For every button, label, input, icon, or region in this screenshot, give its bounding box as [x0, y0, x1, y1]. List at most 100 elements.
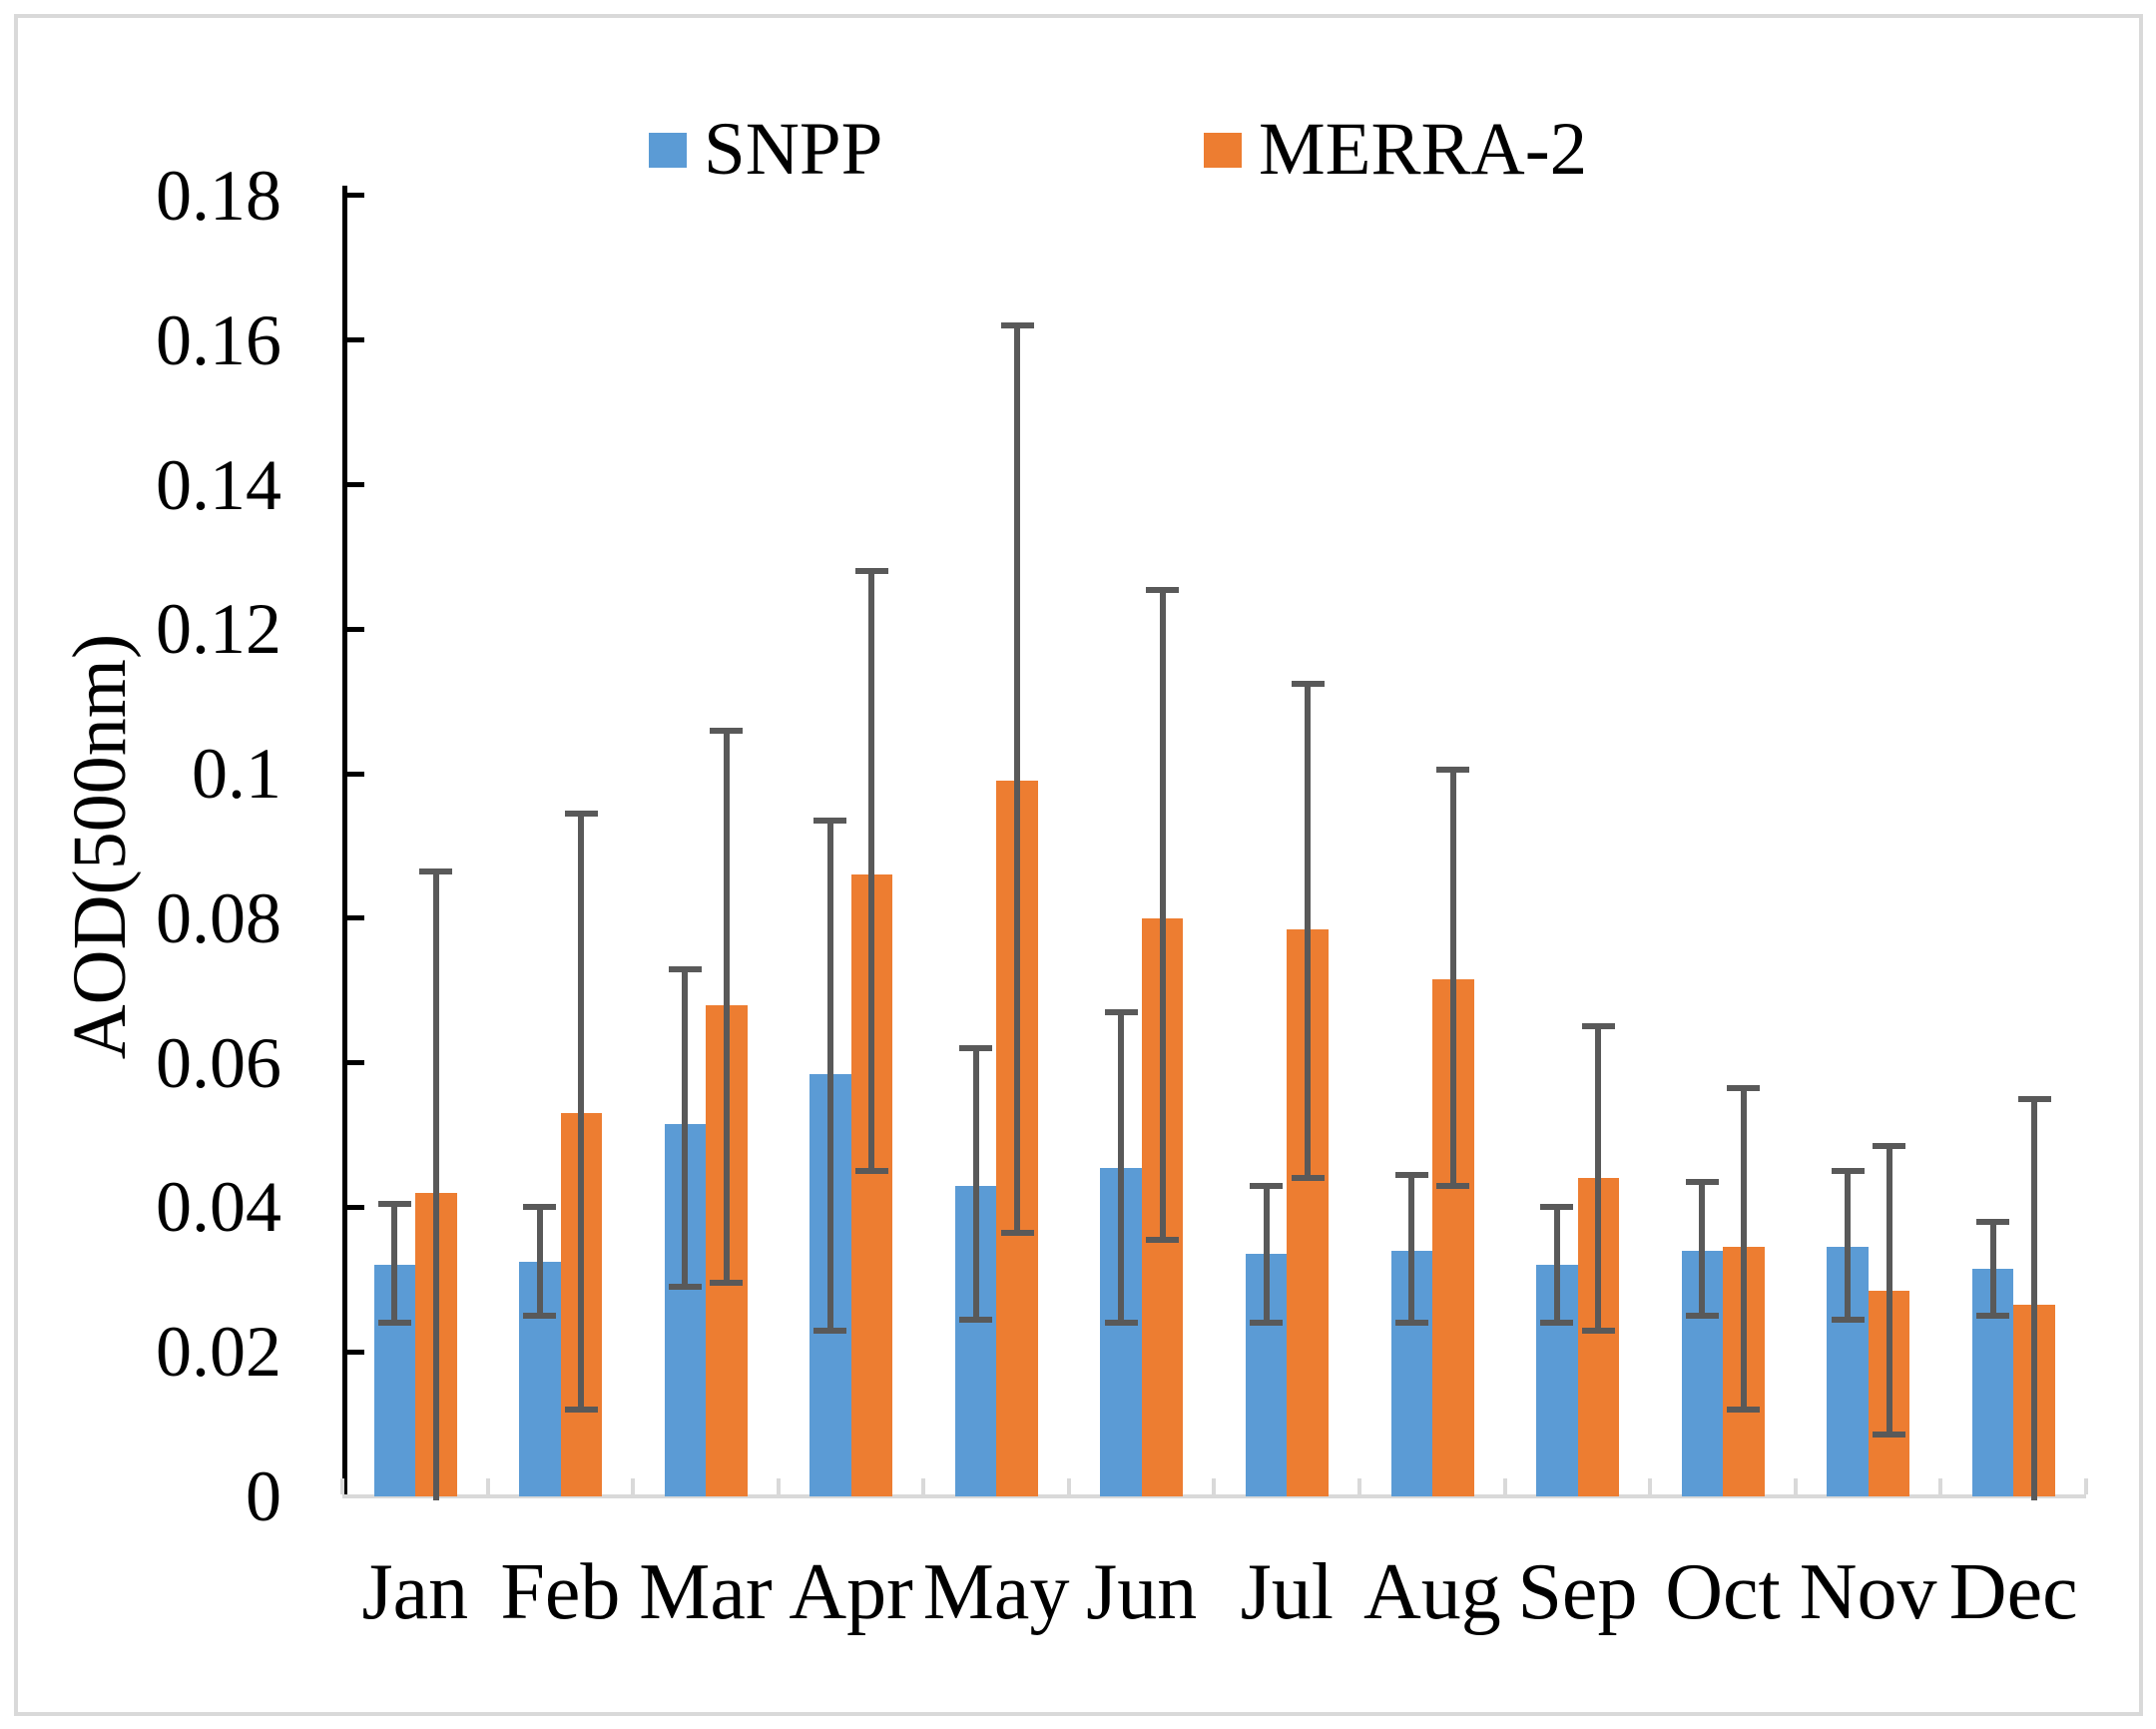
- y-axis-tick-label: 0.06: [156, 1022, 281, 1103]
- x-axis-label-oct: Oct: [1665, 1547, 1781, 1636]
- y-axis-tick-label: 0.16: [156, 299, 281, 380]
- snpp-legend-swatch-icon: [649, 132, 687, 168]
- error-merra2-jan-cap-top: [419, 867, 453, 874]
- error-snpp-jul-cap-bottom: [1250, 1320, 1284, 1327]
- error-snpp-aug-cap-bottom: [1394, 1320, 1428, 1327]
- error-merra2-sep-cap-bottom: [1581, 1327, 1615, 1334]
- x-axis-label-jul: Jul: [1240, 1547, 1334, 1636]
- legend-label-merra2: MERRA-2: [1259, 108, 1588, 191]
- error-merra2-may-cap-top: [1000, 322, 1034, 329]
- error-merra2-mar-line: [723, 730, 730, 1284]
- error-snpp-jan-cap-bottom: [377, 1320, 411, 1327]
- error-merra2-jul-cap-top: [1291, 680, 1325, 687]
- error-merra2-aug-line: [1449, 770, 1456, 1186]
- error-snpp-may-line: [972, 1048, 979, 1320]
- error-merra2-sep-line: [1595, 1026, 1602, 1331]
- error-merra2-jan-line: [432, 870, 439, 1500]
- x-axis-label-aug: Aug: [1362, 1547, 1501, 1636]
- error-merra2-oct-cap-top: [1727, 1085, 1761, 1091]
- y-axis-tick: [342, 1204, 364, 1210]
- x-axis-tick: [921, 1478, 926, 1494]
- error-merra2-nov-cap-top: [1873, 1142, 1906, 1149]
- y-axis-line: [342, 185, 347, 1496]
- x-axis-label-jan: Jan: [361, 1547, 469, 1636]
- y-axis-tick-label: 0.08: [156, 877, 281, 958]
- error-merra2-may-line: [1014, 325, 1021, 1233]
- error-snpp-feb-cap-top: [523, 1204, 557, 1211]
- x-axis-label-dec: Dec: [1948, 1547, 2078, 1636]
- x-axis-tick: [1938, 1478, 1943, 1494]
- y-axis-tick: [342, 1060, 364, 1066]
- error-snpp-nov-line: [1845, 1171, 1852, 1320]
- error-merra2-aug-cap-bottom: [1436, 1182, 1470, 1189]
- error-snpp-feb-line: [536, 1207, 543, 1317]
- legend-item-merra2: MERRA-2: [1204, 112, 1587, 188]
- y-axis-tick: [342, 193, 364, 199]
- x-axis-tick: [485, 1478, 490, 1494]
- y-axis-tick: [342, 482, 364, 488]
- error-snpp-oct-cap-top: [1685, 1179, 1719, 1186]
- y-axis-tick-label: 0.18: [156, 155, 281, 236]
- x-axis-line: [342, 1494, 2086, 1498]
- error-merra2-apr-line: [868, 571, 875, 1172]
- error-merra2-oct-line: [1740, 1088, 1747, 1411]
- x-axis-tick: [631, 1478, 636, 1494]
- y-axis-tick: [342, 337, 364, 343]
- error-merra2-may-cap-bottom: [1000, 1229, 1034, 1236]
- error-merra2-oct-cap-bottom: [1727, 1407, 1761, 1414]
- error-snpp-aug-line: [1408, 1174, 1415, 1324]
- error-snpp-sep-line: [1553, 1207, 1560, 1324]
- error-snpp-sep-cap-top: [1540, 1204, 1574, 1211]
- error-snpp-sep-cap-bottom: [1540, 1320, 1574, 1327]
- y-axis-tick-label: 0.14: [156, 444, 281, 525]
- error-snpp-apr-line: [826, 821, 833, 1331]
- legend-item-snpp: SNPP: [649, 112, 882, 188]
- error-snpp-jun-line: [1118, 1011, 1125, 1324]
- error-snpp-may-cap-bottom: [959, 1316, 993, 1323]
- error-snpp-apr-cap-top: [813, 818, 847, 825]
- error-merra2-apr-cap-bottom: [854, 1168, 888, 1175]
- y-axis-tick: [342, 771, 364, 777]
- error-snpp-may-cap-top: [959, 1045, 993, 1052]
- error-snpp-dec-line: [1989, 1221, 1996, 1316]
- error-snpp-oct-line: [1699, 1182, 1706, 1316]
- x-axis-tick: [1357, 1478, 1362, 1494]
- chart-legend: SNPP MERRA-2: [0, 0, 2156, 260]
- x-axis-tick: [1212, 1478, 1217, 1494]
- y-axis-tick-label: 0.02: [156, 1312, 281, 1393]
- x-axis-tick: [340, 1478, 344, 1494]
- error-snpp-mar-cap-top: [668, 965, 702, 972]
- error-merra2-aug-cap-top: [1436, 767, 1470, 774]
- error-merra2-jun-cap-bottom: [1146, 1237, 1180, 1244]
- x-axis-label-sep: Sep: [1517, 1547, 1638, 1636]
- error-snpp-aug-cap-top: [1394, 1171, 1428, 1178]
- error-merra2-mar-cap-bottom: [710, 1280, 744, 1287]
- error-snpp-mar-line: [682, 968, 689, 1288]
- error-snpp-feb-cap-bottom: [523, 1313, 557, 1320]
- error-merra2-nov-line: [1886, 1145, 1892, 1436]
- y-axis-tick-label: 0.1: [192, 734, 281, 815]
- error-snpp-dec-cap-top: [1976, 1218, 2010, 1225]
- error-snpp-jan-cap-top: [377, 1200, 411, 1207]
- x-axis-tick: [1066, 1478, 1071, 1494]
- error-snpp-jun-cap-bottom: [1104, 1320, 1138, 1327]
- x-axis-label-nov: Nov: [1799, 1547, 1937, 1636]
- y-axis-tick: [342, 915, 364, 921]
- error-merra2-jul-cap-bottom: [1291, 1175, 1325, 1182]
- x-axis-tick: [2083, 1478, 2088, 1494]
- error-merra2-mar-cap-top: [710, 727, 744, 734]
- y-axis-tick: [342, 1349, 364, 1355]
- y-axis-tick: [342, 626, 364, 632]
- x-axis-tick: [776, 1478, 781, 1494]
- y-axis-tick-label: 0.12: [156, 589, 281, 670]
- x-axis-label-feb: Feb: [500, 1547, 621, 1636]
- error-merra2-jun-line: [1159, 589, 1166, 1241]
- error-merra2-jul-line: [1305, 683, 1312, 1179]
- error-merra2-dec-line: [2031, 1098, 2038, 1500]
- x-axis-tick: [1793, 1478, 1798, 1494]
- y-axis-tick-label: 0: [246, 1456, 281, 1536]
- error-snpp-apr-cap-bottom: [813, 1327, 847, 1334]
- error-snpp-mar-cap-bottom: [668, 1284, 702, 1291]
- error-snpp-jul-line: [1263, 1185, 1270, 1324]
